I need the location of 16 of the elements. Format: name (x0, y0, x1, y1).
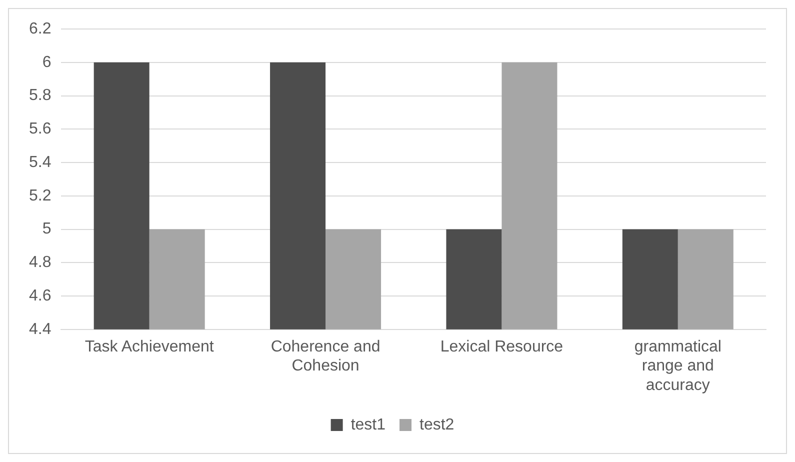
y-tick-label: 4.8 (28, 254, 52, 272)
x-tick-label: grammatical range and accuracy (634, 338, 722, 394)
y-tick-label: 5.4 (28, 154, 52, 171)
y-tick-label: 4.4 (28, 320, 52, 338)
y-tick-label: 5.6 (28, 120, 52, 138)
y-tick-label: 5 (42, 220, 52, 238)
legend-label: test2 (420, 416, 454, 434)
x-tick-label: Task Achievement (84, 338, 214, 356)
x-tick-label: Lexical Resource (440, 338, 564, 356)
y-tick-label: 5.2 (28, 187, 52, 204)
y-tick-label: 4.6 (28, 287, 52, 304)
y-tick-label: 5.8 (28, 87, 52, 104)
x-tick-label: Coherence and Cohesion (270, 338, 380, 375)
y-tick-label: 6 (42, 54, 52, 71)
y-tick-label: 6.2 (28, 20, 52, 38)
legend-label: test1 (350, 416, 386, 434)
